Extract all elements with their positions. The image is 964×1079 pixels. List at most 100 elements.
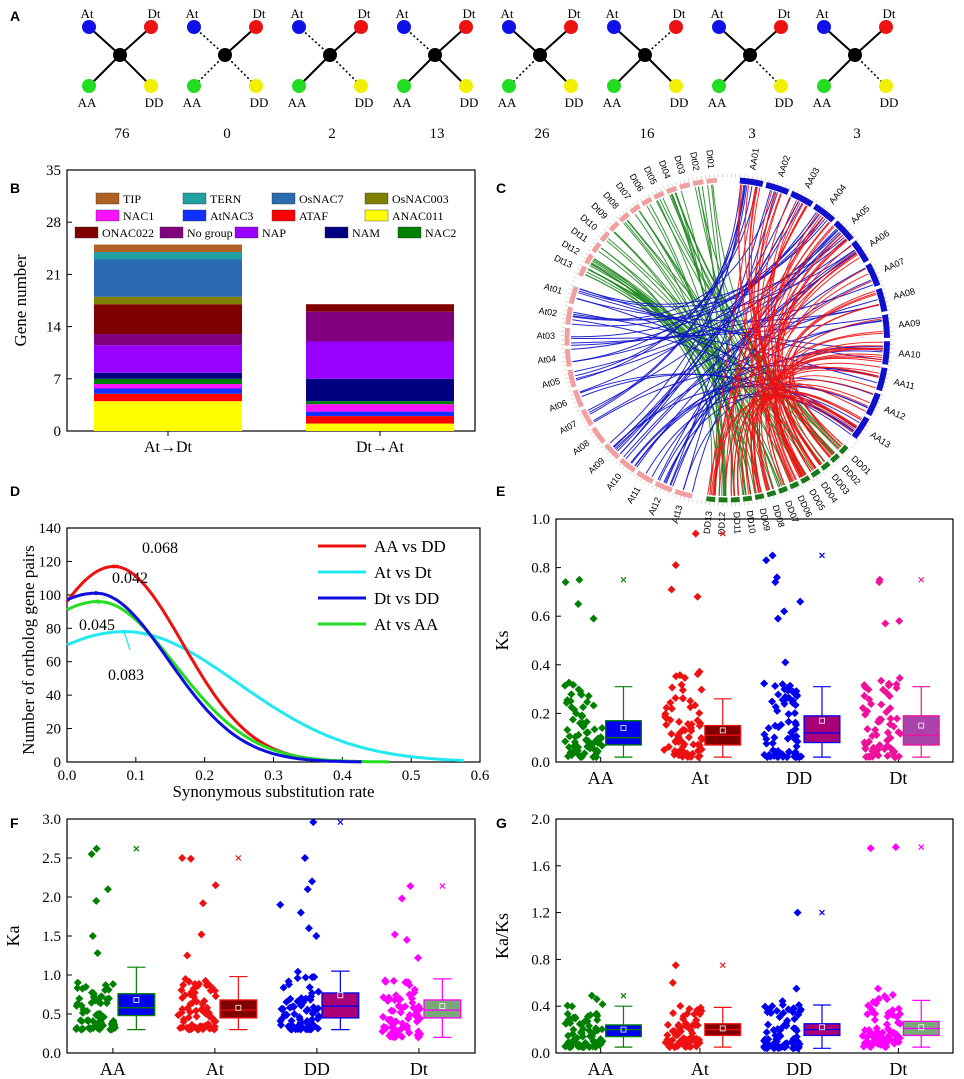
link-at-aa <box>571 284 874 346</box>
scale-tick <box>692 177 694 181</box>
chromosome-dt05 <box>653 190 665 200</box>
data-point <box>584 691 593 700</box>
chromosome-dt03 <box>679 181 691 190</box>
data-point <box>681 1021 690 1030</box>
chromosome-label: AA03 <box>802 166 821 190</box>
scale-tick <box>619 463 622 467</box>
chromosome-at05 <box>567 369 577 388</box>
box-iqr <box>604 720 643 746</box>
center-node <box>848 48 862 62</box>
link-aa-dd <box>758 196 794 482</box>
label-aa: AA <box>708 95 727 110</box>
link-at-aa <box>623 249 855 458</box>
data-point <box>890 747 899 756</box>
data-point <box>695 721 704 730</box>
scale-tick <box>579 413 582 416</box>
data-point <box>784 1005 793 1014</box>
chromosome-label: Dt12 <box>560 239 581 257</box>
data-point <box>589 614 598 623</box>
scale-tick <box>566 296 570 299</box>
chromosome-dd07 <box>778 485 789 494</box>
branch-aa <box>718 54 751 87</box>
chromosome-aa08 <box>875 287 888 312</box>
label-dd: DD <box>460 95 479 110</box>
data-point <box>687 724 696 733</box>
data-point <box>874 984 883 993</box>
chromosome-aa01 <box>739 177 764 187</box>
chromosome-label: AA12 <box>883 404 907 422</box>
legend-swatch <box>95 209 120 222</box>
data-point <box>866 844 875 853</box>
scale-tick <box>577 268 580 271</box>
chromosome-dd09 <box>754 493 765 500</box>
data-point <box>691 529 700 538</box>
link-aa-dd <box>771 201 842 447</box>
scale-tick <box>659 488 661 492</box>
scale-tick <box>868 421 871 424</box>
link-dt-dd <box>697 186 752 495</box>
link-aa-dd <box>757 191 811 472</box>
x-tick-label: 0.6 <box>471 768 490 784</box>
scale-tick <box>785 492 787 496</box>
scale-tick <box>671 183 673 187</box>
chromosome-dt11 <box>591 241 602 254</box>
data-point <box>693 1021 702 1030</box>
legend-label: AA vs DD <box>374 537 446 556</box>
data-point <box>177 986 186 995</box>
scale-tick <box>615 216 619 220</box>
scale-tick <box>629 471 632 475</box>
center-node <box>743 48 757 62</box>
data-point <box>84 1016 93 1025</box>
label-dt: Dt <box>883 6 896 21</box>
x-tick-label: 0.5 <box>402 768 421 784</box>
bar-segment-onac022 <box>94 304 242 335</box>
scale-tick <box>822 205 825 209</box>
scale-tick <box>756 176 758 180</box>
y-tick-label: 1.2 <box>531 906 550 922</box>
chromosome-dd03 <box>820 461 831 471</box>
chromosome-dd05 <box>800 475 811 484</box>
scale-tick <box>861 432 864 435</box>
scale-tick <box>773 180 775 184</box>
data-point <box>593 1026 602 1035</box>
data-point <box>697 685 706 694</box>
data-point <box>389 976 398 985</box>
data-point <box>92 1011 101 1020</box>
scale-tick <box>863 428 867 431</box>
link-aa-dd <box>724 205 808 497</box>
data-point <box>771 1031 780 1040</box>
data-point <box>394 994 403 1003</box>
link-aa-dd <box>707 280 872 495</box>
data-point <box>211 992 220 1001</box>
chromosome-label: At08 <box>571 438 592 457</box>
chromosome-label: Dt04 <box>657 159 673 180</box>
y-tick-label: 0.4 <box>531 999 550 1015</box>
data-point <box>863 1038 872 1047</box>
scale-tick <box>636 476 639 480</box>
node-aa <box>397 79 411 93</box>
scale-tick <box>773 496 775 500</box>
data-point <box>772 1037 781 1046</box>
legend-swatch <box>95 192 120 205</box>
scale-tick <box>590 432 593 435</box>
data-point <box>565 732 574 741</box>
chromosome-label: DD12 <box>717 512 728 535</box>
data-point <box>675 1037 684 1046</box>
max-marker <box>439 883 446 890</box>
link-at-aa <box>572 319 854 433</box>
node-dt <box>564 20 578 34</box>
link-at-aa <box>609 185 748 444</box>
link-dt-dd <box>624 221 770 491</box>
chromosome-aa10 <box>882 341 890 365</box>
chromosome-label: At09 <box>586 456 606 476</box>
peak-label: 0.083 <box>108 667 144 684</box>
legend-label: NAP <box>262 226 286 240</box>
scale-tick <box>587 428 591 431</box>
x-tick-label: Dt <box>410 1059 428 1079</box>
y-axis-label: Ks <box>492 630 512 650</box>
scale-tick <box>587 249 591 252</box>
label-aa: AA <box>78 95 97 110</box>
data-point <box>87 998 96 1007</box>
chromosome-at07 <box>580 408 594 427</box>
scale-tick <box>583 421 586 424</box>
